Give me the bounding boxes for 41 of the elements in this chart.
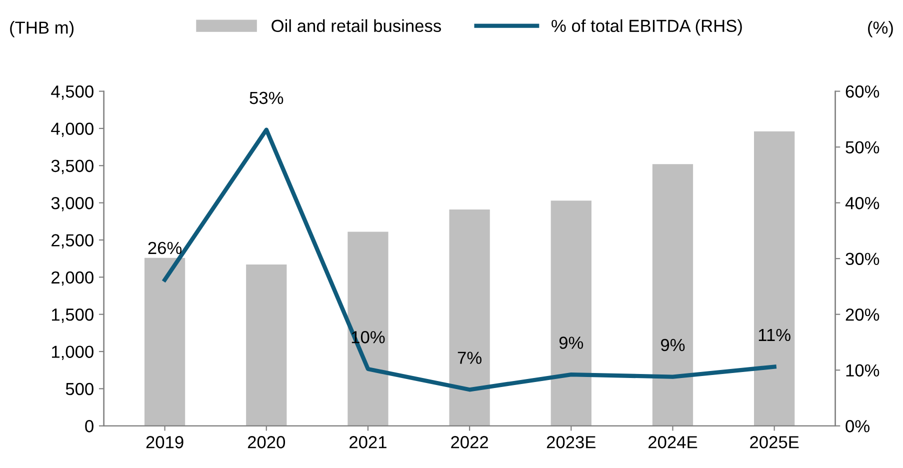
x-tick-label: 2020 bbox=[248, 436, 286, 448]
y2-tick-label: 30% bbox=[846, 252, 880, 266]
x-tick-label: 2019 bbox=[146, 436, 184, 448]
x-tick-label: 2025E bbox=[750, 436, 799, 448]
y-tick-label: 4,000 bbox=[51, 122, 94, 137]
x-tick-label: 2021 bbox=[350, 436, 386, 448]
y-tick-label: 4,500 bbox=[51, 85, 94, 100]
data-label: 7% bbox=[458, 352, 482, 364]
data-label: 9% bbox=[661, 338, 685, 352]
bar bbox=[550, 200, 592, 426]
y2-tick-label: 20% bbox=[846, 308, 880, 321]
bar bbox=[144, 258, 186, 426]
bar bbox=[348, 232, 388, 426]
data-label: 26% bbox=[148, 242, 182, 254]
y-tick-label: 500 bbox=[66, 382, 94, 396]
bar bbox=[246, 264, 287, 426]
data-label: 53% bbox=[250, 92, 284, 104]
y-tick-label: 3,500 bbox=[51, 160, 94, 174]
legend-label: % of total EBITDA (RHS) bbox=[552, 19, 742, 36]
y2-tick-label: 50% bbox=[846, 141, 880, 154]
y2-tick-label: 60% bbox=[846, 85, 880, 98]
y-tick-label: 3,000 bbox=[51, 196, 94, 212]
y-tick-label: 2,000 bbox=[52, 271, 94, 286]
y-tick-label: 1,000 bbox=[52, 346, 94, 360]
data-label: 9% bbox=[559, 336, 584, 349]
legend-label: Oil and retail business bbox=[272, 19, 441, 32]
bar bbox=[449, 209, 490, 426]
y2-axis-title: (%) bbox=[868, 21, 893, 38]
y2-tick-label: 10% bbox=[846, 364, 880, 377]
y-tick-label: 0 bbox=[85, 420, 94, 432]
y2-tick-label: 40% bbox=[845, 196, 880, 210]
x-tick-label: 2022 bbox=[451, 436, 488, 448]
x-tick-label: 2023E bbox=[546, 436, 596, 448]
y2-tick-label: 0% bbox=[846, 420, 870, 432]
data-label: 11% bbox=[758, 328, 790, 342]
y-tick-label: 2,500 bbox=[52, 234, 94, 248]
bar bbox=[754, 131, 795, 426]
y-axis-title: (THB m) bbox=[10, 21, 74, 38]
bar bbox=[652, 164, 694, 426]
y-tick-label: 1,500 bbox=[52, 308, 94, 323]
x-tick-label: 2024E bbox=[648, 436, 698, 448]
